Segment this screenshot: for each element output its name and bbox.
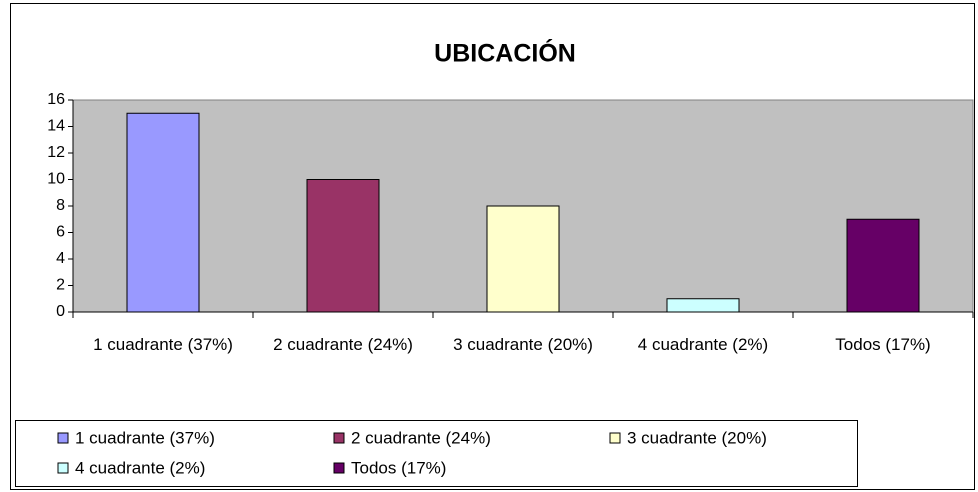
y-tick-label: 4 [56,250,65,267]
y-tick-label: 14 [47,118,65,135]
legend-swatch [333,462,345,474]
y-tick-label: 16 [47,91,65,108]
y-tick-label: 12 [47,144,65,161]
legend-label: 3 cuadrante (20%) [627,428,767,447]
legend-swatch [57,462,69,474]
x-tick-label: 4 cuadrante (2%) [637,335,769,354]
bar [126,112,200,313]
legend-box [15,420,858,487]
x-tick-label: 1 cuadrante (37%) [93,335,233,354]
legend-label: 4 cuadrante (2%) [75,458,205,477]
bar [666,298,740,313]
y-tick-label: 2 [56,277,65,294]
legend-label: Todos (17%) [351,458,446,477]
y-tick-label: 6 [56,224,65,241]
legend-swatch [609,432,621,444]
bar [846,218,920,313]
legend-swatch [57,432,69,444]
chart-title: UBICACIÓN [434,38,576,68]
x-tick-label: 2 cuadrante (24%) [273,335,413,354]
legend-swatch [333,432,345,444]
y-tick-label: 10 [47,171,65,188]
y-tick-label: 8 [56,197,65,214]
y-tick-label: 0 [56,303,65,320]
x-tick-label: Todos (17%) [835,335,931,354]
bar [486,205,560,313]
bar [306,179,380,313]
legend-label: 1 cuadrante (37%) [75,428,215,447]
legend-label: 2 cuadrante (24%) [351,428,491,447]
x-tick-label: 3 cuadrante (20%) [453,335,593,354]
